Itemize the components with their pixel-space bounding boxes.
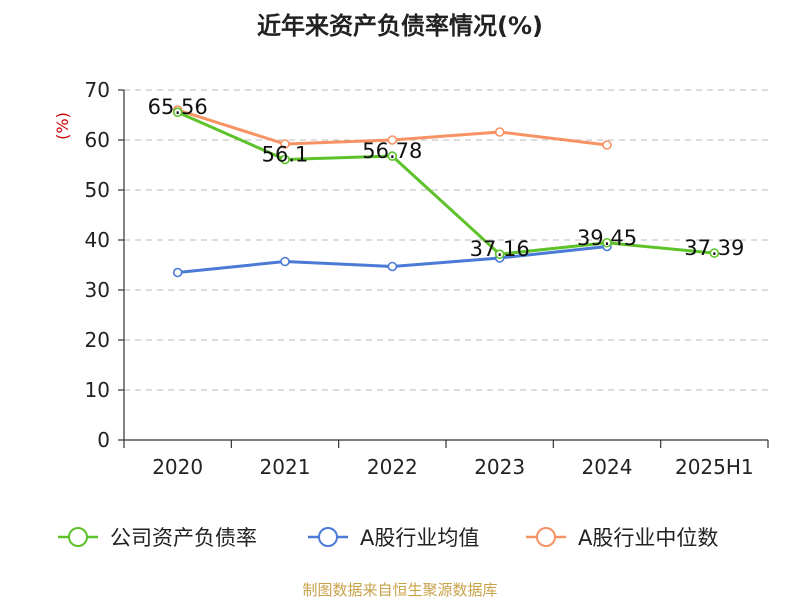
legend-item[interactable]: 公司资产负债率 [58, 526, 257, 550]
data-point[interactable] [280, 139, 290, 149]
legend-label: 公司资产负债率 [110, 526, 257, 550]
data-point[interactable] [280, 154, 290, 165]
data-label: 56.1 [262, 143, 309, 167]
data-point[interactable] [709, 248, 720, 258]
legend-marker-icon [536, 527, 556, 547]
x-tick-label: 2024 [582, 455, 633, 479]
data-point[interactable] [602, 237, 612, 248]
data-label: 56.78 [362, 139, 422, 163]
data-label: 37.16 [470, 237, 530, 261]
legend-marker-icon [318, 527, 338, 547]
data-point[interactable] [172, 107, 183, 117]
data-point[interactable] [172, 267, 183, 278]
x-tick-label: 2023 [474, 455, 525, 479]
y-tick-label: 50 [85, 178, 110, 202]
y-tick-label: 20 [85, 328, 110, 352]
y-tick-label: 0 [97, 428, 110, 452]
series-layer [172, 105, 720, 278]
y-tick-label: 10 [85, 378, 110, 402]
y-tick-label: 60 [85, 128, 110, 152]
legend-item[interactable]: A股行业中位数 [526, 526, 718, 550]
source-note: 制图数据来自恒生聚源数据库 [302, 581, 497, 599]
x-tick-label: 2022 [367, 455, 418, 479]
data-point[interactable] [387, 135, 398, 145]
y-tick-label: 70 [85, 78, 110, 102]
legend: 公司资产负债率 A股行业均值 A股行业中位数 [58, 526, 718, 550]
data-label: 37.39 [684, 236, 744, 260]
legend-item[interactable]: A股行业均值 [308, 526, 479, 550]
legend-label: A股行业均值 [360, 526, 479, 550]
data-point[interactable] [280, 256, 290, 267]
y-tick-label: 30 [85, 278, 110, 302]
grid-layer [124, 89, 768, 391]
x-tick-label: 2020 [152, 455, 203, 479]
data-label: 39.45 [577, 226, 637, 250]
legend-marker-icon [68, 527, 88, 547]
axis-layer: 0 10 20 30 40 50 60 70 2020 2021 2022 2023 2024 2025H… [85, 78, 769, 479]
data-point[interactable] [387, 261, 398, 272]
x-tick-label: 2021 [260, 455, 311, 479]
data-point[interactable] [494, 127, 505, 137]
data-label-layer: 65.56 56.1 56.78 37.16 39.45 37.39 [148, 95, 745, 261]
chart-title: 近年来资产负债率情况(%) [257, 12, 543, 40]
data-point[interactable] [602, 140, 612, 150]
data-point[interactable] [387, 151, 398, 161]
data-label: 65.56 [148, 95, 208, 119]
series-line [177, 110, 715, 256]
y-axis-label: (%) [53, 112, 72, 140]
x-tick-label: 2025H1 [675, 455, 754, 479]
data-point[interactable] [494, 249, 505, 259]
y-tick-label: 40 [85, 228, 110, 252]
legend-label: A股行业中位数 [578, 526, 718, 550]
